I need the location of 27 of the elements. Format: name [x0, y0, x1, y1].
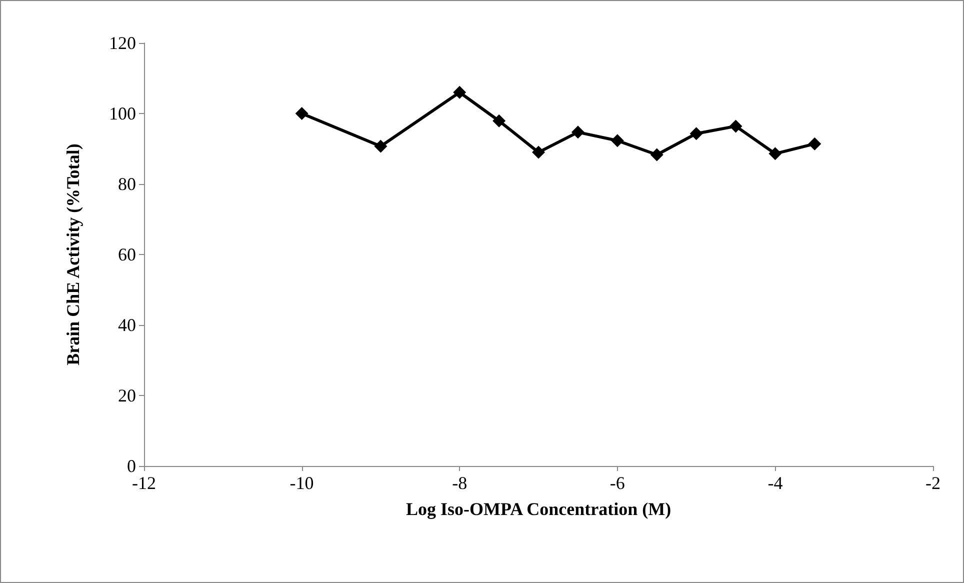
- point: [690, 127, 703, 140]
- y-tick-label: 100: [109, 104, 136, 124]
- point: [610, 134, 624, 148]
- point: [650, 148, 664, 162]
- point: [571, 126, 584, 139]
- y-tick-label: 60: [118, 244, 136, 264]
- y-tick-label: 80: [118, 174, 136, 194]
- point: [374, 140, 388, 153]
- x-axis-title: Log Iso-OMPA Concentration (M): [406, 499, 672, 519]
- x-tick-label: -6: [610, 473, 625, 493]
- x-tick-label: -8: [452, 473, 468, 493]
- point: [295, 107, 308, 120]
- y-tick-label: 0: [127, 456, 136, 476]
- point: [729, 120, 742, 133]
- point: [492, 114, 506, 128]
- x-tick-label: -10: [290, 473, 314, 493]
- y-tick-label: 20: [118, 386, 136, 406]
- point: [532, 146, 545, 159]
- y-axis-title: Brain ChE Activity (%Total): [63, 144, 83, 366]
- x-tick-label: -12: [132, 473, 156, 493]
- point: [808, 137, 822, 150]
- x-tick-label: -4: [768, 473, 783, 493]
- x-tick-label: -2: [926, 473, 940, 493]
- y-tick-label: 40: [118, 315, 136, 335]
- point: [768, 147, 782, 160]
- point: [453, 86, 466, 99]
- y-tick-label: 120: [109, 33, 136, 53]
